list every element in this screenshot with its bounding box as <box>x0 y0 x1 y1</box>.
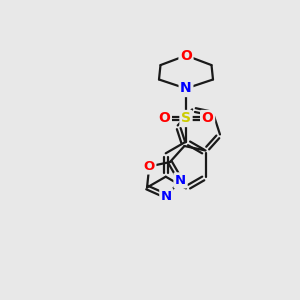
Text: N: N <box>161 190 172 202</box>
Text: O: O <box>180 49 192 62</box>
Text: N: N <box>180 82 192 95</box>
Text: O: O <box>202 112 214 125</box>
Text: S: S <box>181 112 191 125</box>
Text: O: O <box>158 112 170 125</box>
Text: N: N <box>175 174 186 187</box>
Text: O: O <box>144 160 155 173</box>
